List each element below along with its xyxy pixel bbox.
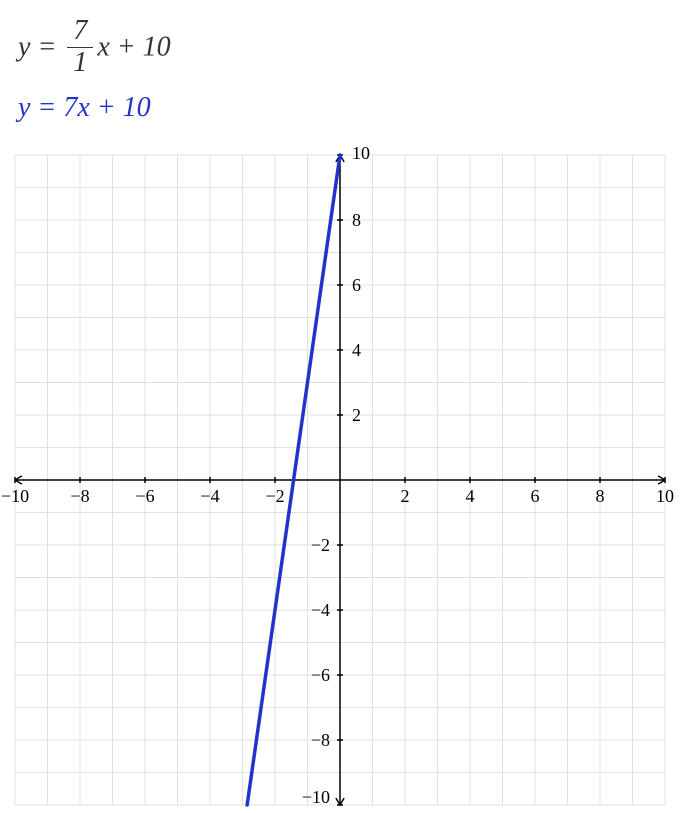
svg-text:−2: −2 [311,535,330,555]
eq1-denominator: 1 [67,48,93,79]
equation-2: y = 7x + 10 [18,92,151,124]
svg-text:6: 6 [352,275,361,295]
eq1-numerator: 7 [67,16,93,48]
equation-1: y = 71x + 10 [18,18,171,81]
eq2-text: y = 7x + 10 [18,92,151,123]
svg-text:8: 8 [596,486,605,506]
svg-text:10: 10 [352,145,370,163]
eq1-fraction: 71 [67,16,93,79]
svg-text:4: 4 [352,340,361,360]
svg-text:−2: −2 [265,486,284,506]
svg-text:−10: −10 [302,787,330,807]
svg-text:−4: −4 [311,600,330,620]
svg-text:4: 4 [466,486,475,506]
svg-text:−4: −4 [200,486,219,506]
eq1-var: x [97,32,109,63]
eq1-rest: + 10 [110,32,171,63]
svg-text:6: 6 [531,486,540,506]
graph-chart: −10 −8 −6 −4 −2 2 4 6 8 10 −10 −8 −6 −4 −2 2 4 6 8 10 [0,145,680,813]
svg-text:−8: −8 [70,486,89,506]
svg-text:2: 2 [352,405,361,425]
svg-text:−8: −8 [311,730,330,750]
svg-text:2: 2 [401,486,410,506]
eq1-equals: = [30,32,63,63]
svg-text:8: 8 [352,210,361,230]
eq1-lhs: y [18,32,30,63]
svg-text:10: 10 [656,486,674,506]
chart-svg: −10 −8 −6 −4 −2 2 4 6 8 10 −10 −8 −6 −4 −2 2 4 6 8 10 [0,145,680,813]
svg-text:−6: −6 [311,665,330,685]
svg-text:−10: −10 [1,486,29,506]
svg-text:−6: −6 [135,486,154,506]
